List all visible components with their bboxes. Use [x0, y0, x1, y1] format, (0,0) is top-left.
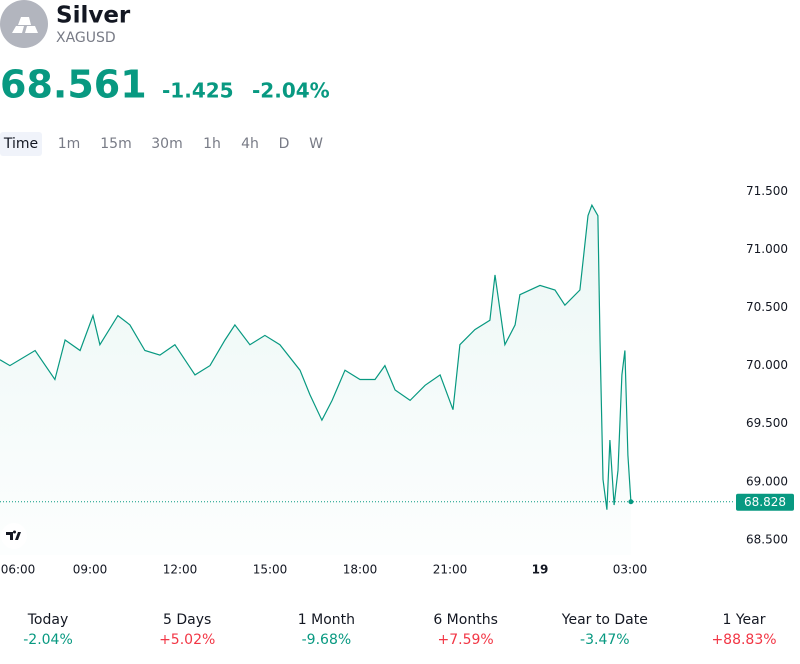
y-tick-label: 71.000: [746, 242, 788, 256]
change-percent: -2.04%: [252, 79, 330, 103]
x-tick-label: 18:00: [343, 563, 378, 577]
tab[interactable]: 15m: [100, 136, 131, 152]
perf-value[interactable]: +88.83%: [711, 632, 776, 648]
perf-value[interactable]: -9.68%: [302, 632, 352, 648]
symbol-icon: [0, 0, 48, 48]
perf-label[interactable]: Year to Date: [561, 612, 648, 628]
last-point: [628, 499, 634, 505]
change: -1.425: [162, 79, 234, 103]
perf-label[interactable]: 6 Months: [433, 612, 498, 628]
perf-label[interactable]: Today: [27, 612, 69, 628]
tab[interactable]: D: [279, 136, 290, 152]
perf-value[interactable]: +7.59%: [437, 632, 493, 648]
chart: 68.500 69.000 69.500 70.000 70.500 71.000 71.5…: [0, 184, 794, 577]
perf-value[interactable]: -2.04%: [23, 632, 73, 648]
perf-value[interactable]: +5.02%: [159, 632, 215, 648]
y-tick-label: 68.500: [746, 532, 788, 546]
interval-tabs: Time 1m 15m 30m 1h 4h D W: [0, 132, 323, 156]
y-tick-label: 70.000: [746, 358, 788, 372]
tab[interactable]: Time: [3, 136, 38, 152]
perf-value[interactable]: -3.47%: [580, 632, 630, 648]
perf-label[interactable]: 5 Days: [163, 612, 211, 628]
y-tick-label: 69.000: [746, 474, 788, 488]
x-tick-label: 15:00: [253, 563, 288, 577]
tab[interactable]: 1m: [58, 136, 81, 152]
x-tick-label: 09:00: [73, 563, 108, 577]
x-tick-label: 03:00: [613, 563, 648, 577]
area: [0, 205, 631, 555]
x-tick-label: 06:00: [1, 563, 36, 577]
y-tick-label: 69.500: [746, 416, 788, 430]
tab[interactable]: 4h: [241, 136, 259, 152]
perf-label[interactable]: 1 Year: [723, 612, 766, 628]
performance: Today -2.04% 5 Days +5.02% 1 Month -9.68% 6 Mo…: [23, 612, 776, 648]
last-price-tag: [736, 493, 794, 511]
title: Silver: [56, 3, 131, 29]
perf-label[interactable]: 1 Month: [298, 612, 355, 628]
last-price-label: 68.828: [744, 495, 786, 509]
x-tick-label: 19: [532, 563, 549, 577]
x-tick-label: 21:00: [433, 563, 468, 577]
price: 68.561: [0, 63, 147, 107]
tab[interactable]: 30m: [151, 136, 182, 152]
tab[interactable]: W: [309, 136, 323, 152]
x-tick-label: 12:00: [163, 563, 198, 577]
y-tick-label: 70.500: [746, 300, 788, 314]
tradingview-logo: [1, 523, 27, 549]
price-line: [0, 203, 632, 510]
symbol: XAGUSD: [56, 30, 116, 46]
y-tick-label: 71.500: [746, 184, 788, 198]
tab[interactable]: 1h: [203, 136, 221, 152]
tab-active-bg: [0, 132, 42, 156]
